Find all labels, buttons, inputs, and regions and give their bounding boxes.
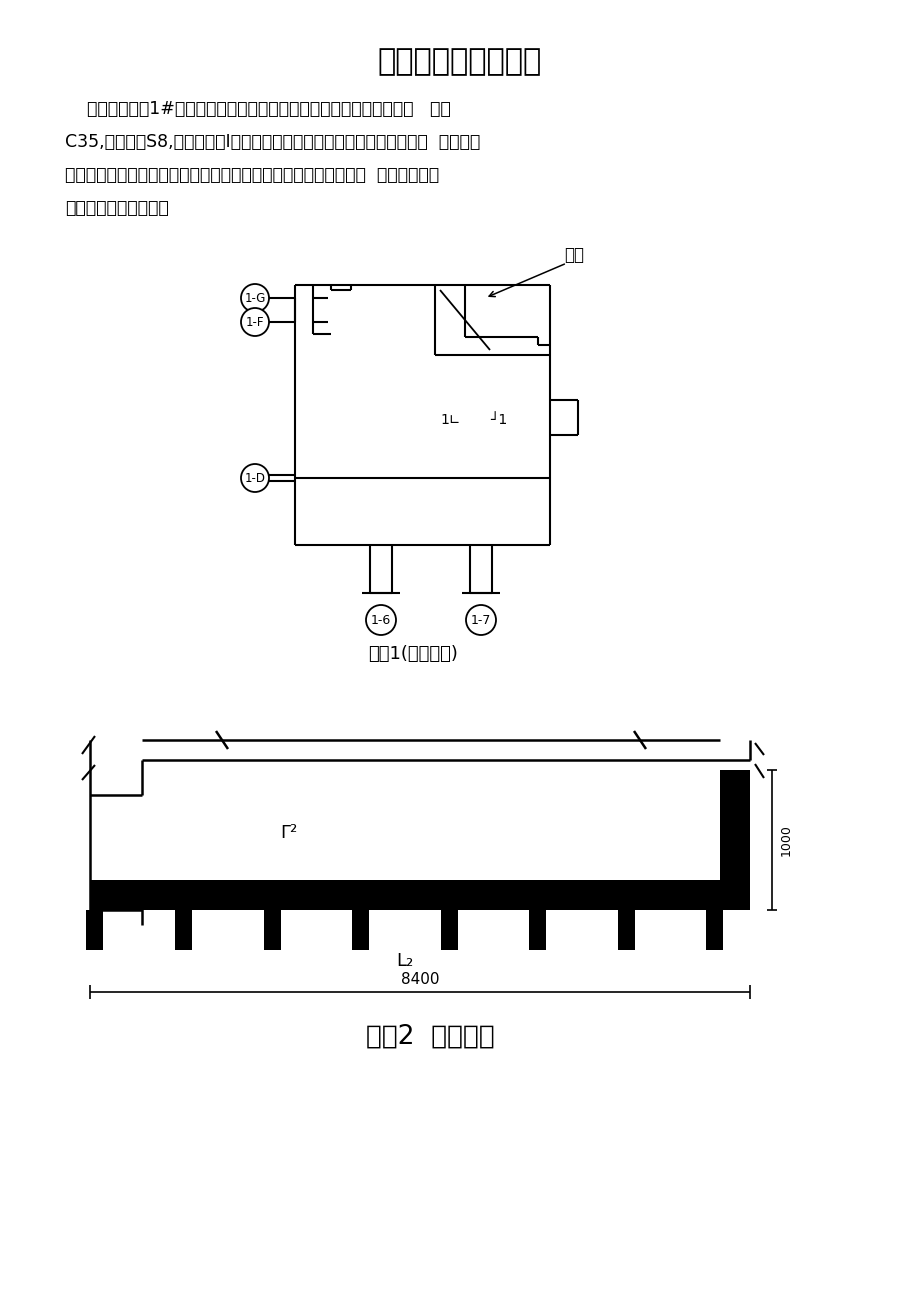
Text: 1000: 1000: [779, 824, 792, 856]
Text: 测，试水部位见下图：: 测，试水部位见下图：: [65, 199, 168, 217]
Text: C35,抗渗等级S8,防水等级为I级。我项目部按照设计及《地下工程防水技  术规范》: C35,抗渗等级S8,防水等级为I级。我项目部按照设计及《地下工程防水技 术规范…: [65, 133, 480, 151]
Circle shape: [366, 605, 395, 635]
Bar: [86, 909, 103, 950]
Bar: [440, 909, 458, 950]
Text: 部位1(三号口部): 部位1(三号口部): [368, 645, 458, 664]
Bar: [175, 909, 192, 950]
Circle shape: [241, 464, 268, 492]
Text: 部位2  （外墙）: 部位2 （外墙）: [365, 1024, 494, 1050]
Text: 七星四季花园1#楼工程，地下二层设计采用防水密实性混凝土，强度   等级: 七星四季花园1#楼工程，地下二层设计采用防水密实性混凝土，强度 等级: [65, 100, 450, 118]
Bar: [90, 879, 749, 909]
Text: 1-F: 1-F: [245, 316, 264, 328]
Text: 1-D: 1-D: [244, 471, 266, 484]
Text: 1-6: 1-6: [370, 614, 391, 627]
Bar: [618, 909, 634, 950]
Bar: [264, 909, 280, 950]
Circle shape: [466, 605, 495, 635]
Circle shape: [241, 284, 268, 312]
Text: 1∟: 1∟: [439, 412, 460, 427]
Text: 1-G: 1-G: [244, 291, 266, 304]
Text: ┘1: ┘1: [490, 412, 506, 427]
Text: 8400: 8400: [401, 972, 438, 987]
Text: 施工。现地下室工程主体已施工完毕，我项目部拟采用局部试水方  案进行试水检: 施工。现地下室工程主体已施工完毕，我项目部拟采用局部试水方 案进行试水检: [65, 167, 438, 183]
Bar: [720, 770, 749, 909]
Text: 风口: 风口: [563, 246, 584, 264]
Bar: [706, 909, 722, 950]
Bar: [352, 909, 369, 950]
Text: 1-7: 1-7: [471, 614, 491, 627]
Text: L₂: L₂: [396, 952, 414, 971]
Circle shape: [241, 308, 268, 336]
Text: Γ²: Γ²: [279, 824, 297, 842]
Text: 地下室试水施工方案: 地下室试水施工方案: [378, 48, 541, 77]
Bar: [528, 909, 546, 950]
